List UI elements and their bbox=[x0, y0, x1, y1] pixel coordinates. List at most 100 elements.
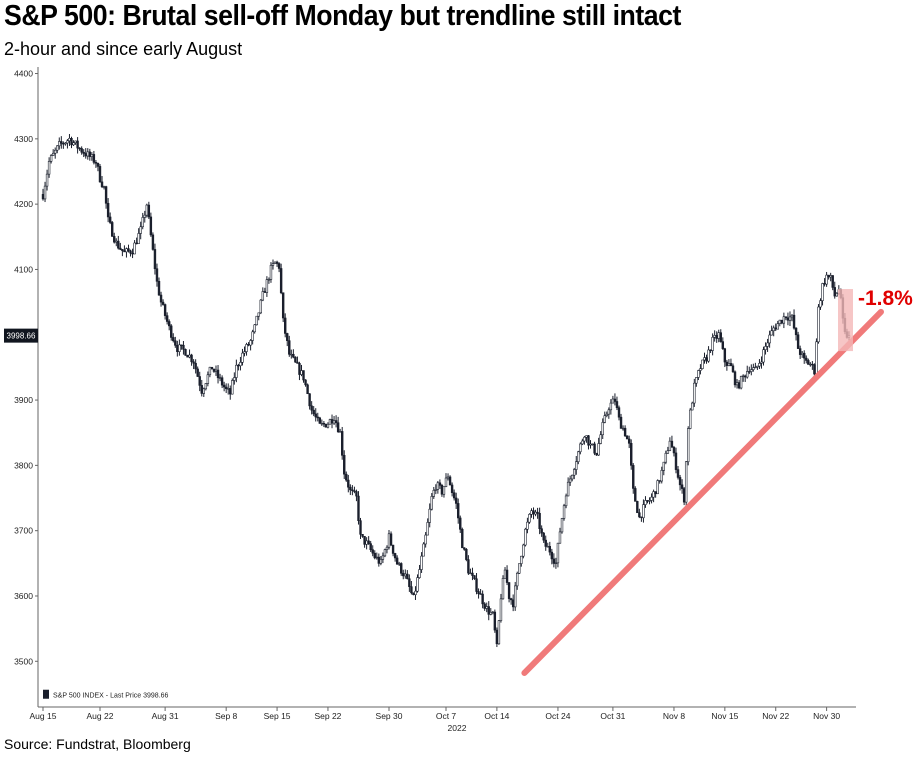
candle-body bbox=[544, 539, 547, 547]
candle-body bbox=[746, 371, 749, 378]
candle-body bbox=[125, 248, 128, 253]
candle-body bbox=[157, 280, 161, 296]
candle-body bbox=[113, 236, 116, 243]
candle-body bbox=[713, 335, 716, 338]
candle-body bbox=[550, 551, 554, 560]
y-tick-label: 4300 bbox=[14, 134, 33, 144]
candle-body bbox=[636, 501, 639, 514]
candle-body bbox=[172, 337, 175, 342]
candle-body bbox=[371, 549, 374, 554]
candle-body bbox=[153, 249, 157, 270]
candle-body bbox=[229, 388, 232, 395]
candle-body bbox=[54, 149, 57, 154]
y-tick-label: 3900 bbox=[14, 395, 33, 405]
candle-body bbox=[756, 365, 759, 368]
candle-body bbox=[807, 360, 810, 365]
candle-body bbox=[49, 155, 53, 162]
candle-body bbox=[825, 274, 828, 285]
candle-body bbox=[477, 591, 480, 594]
candle-body bbox=[833, 287, 836, 297]
candle-body bbox=[56, 145, 59, 151]
candle-body bbox=[617, 407, 621, 418]
candle-body bbox=[577, 451, 580, 463]
candle-body bbox=[412, 592, 415, 596]
candle-body bbox=[263, 291, 267, 293]
candle-body bbox=[300, 370, 303, 375]
candle-body bbox=[43, 185, 47, 200]
candle-body bbox=[294, 356, 297, 363]
candle-body bbox=[448, 476, 452, 486]
candle-body bbox=[312, 409, 315, 415]
candle-body bbox=[741, 375, 745, 378]
candle-body bbox=[367, 540, 370, 544]
candle-body bbox=[233, 377, 236, 381]
y-tick-label: 3500 bbox=[14, 656, 33, 666]
candle-body bbox=[442, 486, 446, 495]
candle-body bbox=[528, 513, 531, 523]
candle-body bbox=[349, 486, 352, 491]
candle-body bbox=[668, 440, 672, 451]
candle-body bbox=[357, 495, 360, 521]
candle-body bbox=[731, 365, 735, 373]
candle-body bbox=[703, 357, 706, 361]
candle-body bbox=[603, 415, 606, 423]
candle-body bbox=[461, 529, 464, 549]
candle-body bbox=[292, 353, 295, 358]
candle-body bbox=[86, 151, 89, 157]
candle-body bbox=[809, 363, 812, 366]
x-tick-label: Sep 30 bbox=[376, 711, 403, 721]
candle-body bbox=[145, 204, 149, 216]
candle-body bbox=[94, 162, 98, 164]
candle-body bbox=[143, 214, 146, 218]
candle-body bbox=[827, 274, 830, 278]
candle-body bbox=[247, 344, 250, 346]
candle-body bbox=[446, 476, 450, 479]
candle-body bbox=[251, 331, 254, 341]
candle-body bbox=[516, 572, 519, 587]
x-tick-label: Aug 15 bbox=[30, 711, 57, 721]
candle-body bbox=[579, 443, 582, 453]
candle-body bbox=[638, 512, 641, 518]
candle-body bbox=[115, 240, 118, 243]
candle-body bbox=[111, 222, 114, 237]
candle-body bbox=[483, 603, 486, 609]
x-tick-label: Aug 22 bbox=[87, 711, 114, 721]
y-tick-label: 3800 bbox=[14, 460, 33, 470]
candle-body bbox=[573, 469, 576, 476]
candle-body bbox=[275, 261, 279, 264]
candle-body bbox=[709, 349, 712, 352]
candle-body bbox=[322, 422, 326, 425]
candle-body bbox=[135, 242, 138, 245]
candle-body bbox=[381, 555, 385, 560]
candle-body bbox=[389, 533, 393, 546]
candle-body bbox=[794, 327, 798, 336]
candle-body bbox=[522, 544, 525, 557]
candle-body bbox=[562, 505, 566, 519]
candle-body bbox=[465, 549, 468, 560]
candle-body bbox=[288, 340, 291, 355]
candle-body bbox=[102, 186, 106, 188]
candle-body bbox=[284, 317, 287, 334]
candle-body bbox=[676, 469, 680, 478]
candle-body bbox=[796, 334, 800, 349]
year-label: 2022 bbox=[448, 723, 467, 733]
candle-body bbox=[106, 202, 110, 218]
candle-body bbox=[328, 419, 332, 425]
candle-body bbox=[165, 315, 169, 322]
candle-body bbox=[359, 520, 362, 535]
candle-body bbox=[149, 216, 153, 236]
candle-body bbox=[444, 477, 448, 487]
candle-body bbox=[711, 336, 714, 351]
candle-body bbox=[129, 250, 132, 254]
candle-body bbox=[520, 555, 523, 564]
candle-body bbox=[727, 363, 731, 366]
candle-body bbox=[454, 497, 458, 504]
candle-body bbox=[84, 153, 87, 157]
candle-body bbox=[137, 233, 140, 244]
overlay-layer: -1.8% bbox=[521, 287, 913, 677]
candle-body bbox=[798, 348, 802, 355]
candle-body bbox=[475, 578, 478, 592]
candle-body bbox=[782, 316, 786, 324]
candle-body bbox=[216, 369, 220, 379]
candle-body bbox=[438, 482, 442, 486]
